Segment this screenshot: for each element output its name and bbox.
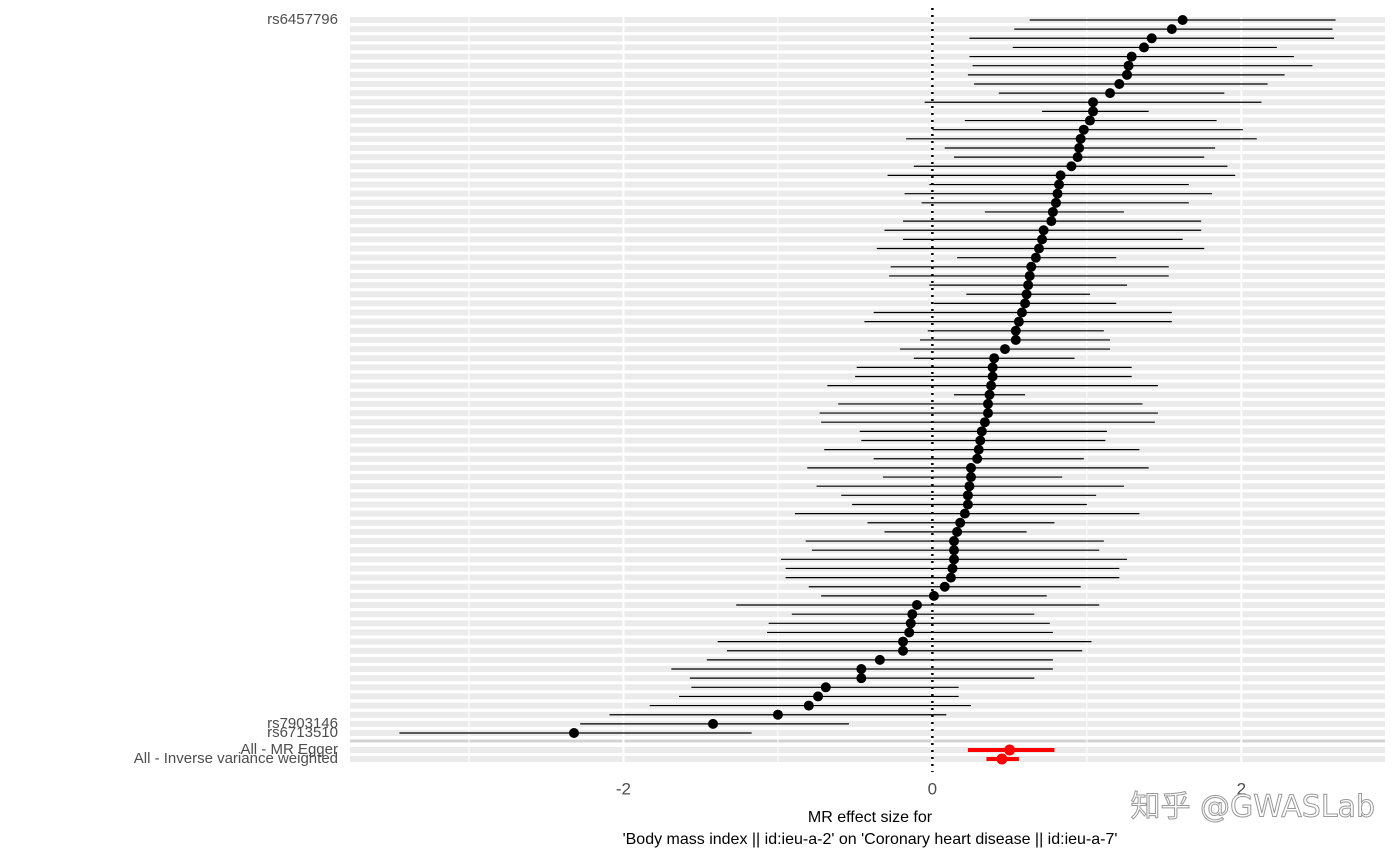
point xyxy=(996,753,1008,765)
point xyxy=(975,435,986,446)
watermark: 知乎 @GWASLab xyxy=(1130,790,1375,825)
point xyxy=(928,590,939,601)
x-tick-label: 2 xyxy=(1237,779,1246,798)
point xyxy=(984,389,995,400)
point xyxy=(813,691,824,702)
point xyxy=(1016,307,1027,318)
point xyxy=(1146,33,1157,44)
point xyxy=(972,453,983,464)
point xyxy=(1122,69,1133,80)
point xyxy=(856,673,867,684)
point xyxy=(999,344,1010,355)
point xyxy=(966,472,976,483)
point xyxy=(1024,270,1035,281)
row-label: rs7903146 xyxy=(267,715,338,732)
point xyxy=(1052,188,1063,199)
point xyxy=(1078,124,1089,135)
point xyxy=(1105,88,1116,99)
point xyxy=(976,426,987,437)
point xyxy=(964,481,975,492)
point xyxy=(949,554,960,565)
point xyxy=(989,353,1000,364)
row-label: rs6713510 xyxy=(267,724,338,741)
point xyxy=(1037,234,1048,245)
point xyxy=(1123,60,1134,71)
point xyxy=(959,508,970,519)
point xyxy=(979,417,990,428)
point xyxy=(1166,24,1177,35)
point xyxy=(772,709,783,720)
point xyxy=(911,600,922,611)
point xyxy=(949,536,960,547)
point xyxy=(904,627,915,638)
point xyxy=(1004,744,1016,756)
x-axis-title: MR effect size for xyxy=(808,809,933,826)
point xyxy=(1010,334,1021,345)
point xyxy=(982,398,993,409)
point xyxy=(898,636,909,647)
point xyxy=(568,728,579,738)
point xyxy=(962,490,973,501)
point xyxy=(708,718,719,729)
point xyxy=(966,462,976,473)
point xyxy=(947,563,958,574)
x-tick-label: -2 xyxy=(616,779,631,798)
point xyxy=(898,645,909,656)
x-axis-title: 'Body mass index || id:ieu-a-2' on 'Coro… xyxy=(623,831,1118,848)
point xyxy=(1013,316,1024,327)
point xyxy=(856,664,867,675)
point xyxy=(1023,280,1034,291)
point xyxy=(1046,216,1057,227)
point xyxy=(939,581,950,592)
point xyxy=(803,700,814,711)
point xyxy=(907,609,918,620)
point xyxy=(962,499,973,510)
point xyxy=(973,444,984,455)
point xyxy=(955,517,966,528)
point xyxy=(874,654,885,665)
row-label: All - MR Egger xyxy=(240,741,338,758)
point xyxy=(1026,261,1037,272)
point xyxy=(1021,289,1032,300)
point xyxy=(986,380,997,391)
point xyxy=(1177,15,1188,25)
point xyxy=(1139,42,1150,53)
point xyxy=(905,618,916,629)
point xyxy=(1047,206,1058,217)
point xyxy=(952,526,963,537)
point xyxy=(987,371,998,382)
point xyxy=(1075,133,1086,144)
point xyxy=(820,682,831,693)
row-label: rs6457796 xyxy=(267,11,338,28)
point xyxy=(1084,115,1095,126)
point xyxy=(1072,152,1083,163)
point xyxy=(982,408,993,419)
point xyxy=(1038,225,1049,236)
row-label: All - Inverse variance weighted xyxy=(134,750,338,767)
point xyxy=(1054,179,1065,190)
point xyxy=(1088,106,1099,117)
point xyxy=(949,545,960,556)
point xyxy=(1088,97,1099,108)
point xyxy=(1030,252,1041,263)
point xyxy=(945,572,956,583)
point xyxy=(1033,243,1044,254)
point xyxy=(987,362,998,373)
point xyxy=(1074,142,1085,153)
point xyxy=(1126,51,1137,62)
point xyxy=(1010,325,1021,336)
point xyxy=(1066,161,1077,172)
point xyxy=(1050,197,1061,208)
point xyxy=(1114,78,1125,89)
point xyxy=(1055,170,1066,181)
point xyxy=(1020,298,1031,309)
x-tick-label: 0 xyxy=(928,779,937,798)
